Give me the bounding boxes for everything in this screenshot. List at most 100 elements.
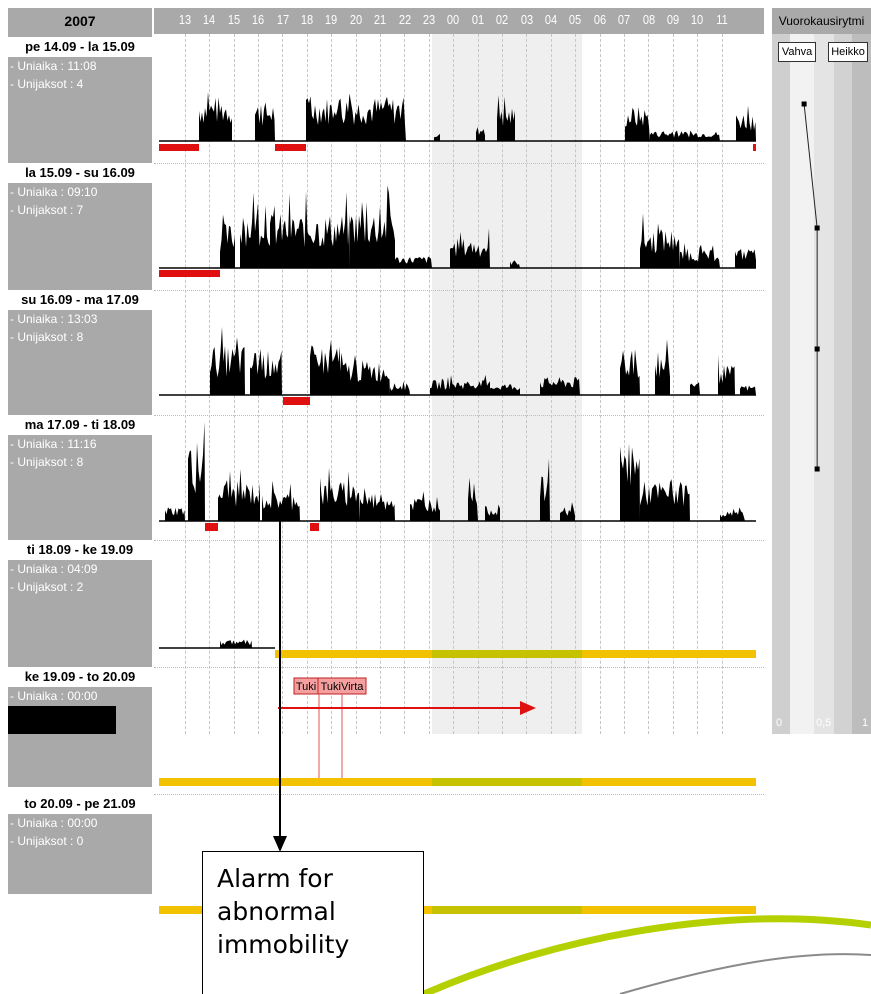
hour-gridline	[550, 34, 552, 734]
hour-label: 11	[716, 12, 728, 27]
activity-trace	[740, 385, 756, 395]
hour-label: 14	[203, 12, 216, 27]
hour-gridline	[282, 34, 284, 734]
sleep-period-bar	[275, 144, 306, 151]
row-separator	[154, 163, 764, 164]
activity-trace	[476, 127, 485, 141]
row-separator	[154, 794, 764, 795]
rhythm-title: Vuorokausirytmi	[772, 8, 871, 34]
sleep-time: - Uniaika : 11:16	[10, 437, 97, 451]
day-title: ke 19.09 - to 20.09	[8, 667, 152, 687]
activity-trace	[165, 507, 185, 521]
activity-trace	[640, 213, 680, 268]
sleep-time: - Uniaika : 00:00	[10, 816, 98, 830]
axis-max: 1	[862, 717, 869, 729]
weak-label: Heikko	[828, 42, 868, 62]
rhythm-strip	[814, 34, 834, 734]
activity-trace	[736, 105, 756, 141]
activity-trace	[430, 374, 490, 395]
hour-label: 16	[252, 12, 265, 27]
row-separator	[154, 290, 764, 291]
rhythm-point	[814, 225, 820, 231]
rhythm-panel: Vuorokausirytmi Vahva Heikko 0 0,5 1	[772, 8, 871, 734]
sleep-period-bar	[159, 270, 220, 277]
redaction-block	[8, 706, 116, 734]
activity-trace	[210, 326, 245, 395]
hour-label: 19	[325, 12, 338, 27]
activity-trace	[560, 502, 575, 521]
day-title: su 16.09 - ma 17.09	[8, 290, 152, 310]
sleep-time: - Uniaika : 11:08	[10, 59, 97, 73]
activity-trace	[262, 480, 300, 521]
activity-trace	[410, 491, 440, 521]
activity-trace	[655, 339, 670, 395]
sleep-periods: - Unijaksot : 4	[10, 77, 84, 91]
hour-label: 17	[276, 12, 289, 27]
day-row-5[interactable]: ti 18.09 - ke 19.09 - Uniaika : 04:09 - …	[8, 540, 152, 660]
activity-trace	[220, 214, 235, 268]
hour-label: 15	[227, 12, 240, 27]
activity-trace	[650, 130, 720, 141]
day-row-4[interactable]: ma 17.09 - ti 18.09 - Uniaika : 11:16 - …	[8, 415, 152, 535]
activity-trace	[220, 639, 252, 648]
hour-label: 08	[642, 12, 655, 27]
day-info: - Uniaika : 00:00 - Unijaksot : 0	[8, 687, 152, 787]
activity-trace	[620, 443, 640, 521]
activity-trace	[390, 381, 410, 395]
hour-label: 05	[569, 12, 582, 27]
day-info: - Uniaika : 04:09 - Unijaksot : 2	[8, 560, 152, 660]
alarm-callout: Alarm for abnormal immobility	[202, 851, 424, 994]
activity-trace	[270, 191, 350, 268]
hour-gridline	[404, 34, 406, 734]
activity-trace	[485, 504, 500, 521]
hour-label: 01	[471, 12, 484, 27]
day-row-6[interactable]: ke 19.09 - to 20.09 - Uniaika : 00:00 - …	[8, 667, 152, 787]
sleep-time: - Uniaika : 13:03	[10, 312, 98, 326]
hour-label: 18	[300, 12, 314, 27]
activity-trace	[240, 192, 270, 268]
hour-label: 07	[618, 12, 631, 27]
activity-trace	[199, 92, 232, 141]
day-row-7[interactable]: to 20.09 - pe 21.09 - Uniaika : 00:00 - …	[8, 794, 152, 894]
sleep-period-bar	[283, 397, 310, 405]
day-row-3[interactable]: su 16.09 - ma 17.09 - Uniaika : 13:03 - …	[8, 290, 152, 410]
activity-trace	[340, 352, 390, 395]
day-title: la 15.09 - su 16.09	[8, 163, 152, 183]
day-row-2[interactable]: la 15.09 - su 16.09 - Uniaika : 09:10 - …	[8, 163, 152, 283]
rhythm-strip	[772, 34, 790, 734]
hour-label: 00	[447, 12, 460, 27]
alarm-marker-label: TukiVirta	[321, 681, 365, 693]
hour-gridline	[306, 34, 308, 734]
hour-gridline	[184, 34, 186, 734]
sleep-periods: - Unijaksot : 7	[10, 203, 84, 217]
sleep-periods: - Unijaksot : 8	[10, 455, 84, 469]
activity-trace	[188, 421, 205, 521]
rhythm-point	[814, 466, 820, 472]
sleep-period-bar	[159, 144, 199, 151]
hour-gridline	[672, 34, 674, 734]
activity-trace	[490, 384, 520, 395]
rhythm-point	[801, 101, 807, 107]
rhythm-strip	[790, 34, 814, 734]
activity-trace	[395, 256, 432, 268]
decorative-swoosh-grey	[619, 953, 871, 994]
sleep-period-bar	[310, 523, 319, 531]
day-row-1[interactable]: pe 14.09 - la 15.09 - Uniaika : 11:08 - …	[8, 37, 152, 157]
activity-trace	[620, 349, 640, 395]
hour-gridline	[453, 34, 455, 734]
activity-trace	[720, 507, 745, 521]
hour-label: 10	[691, 12, 704, 27]
day-info: - Uniaika : 09:10 - Unijaksot : 7	[8, 183, 152, 283]
activity-trace	[497, 95, 515, 141]
sleep-time: - Uniaika : 04:09	[10, 562, 98, 576]
sleep-period-bar	[205, 523, 218, 531]
activity-trace	[540, 377, 580, 395]
hour-label: 06	[593, 12, 606, 27]
day-title: ti 18.09 - ke 19.09	[8, 540, 152, 560]
day-info: - Uniaika : 00:00 - Unijaksot : 0	[8, 814, 152, 894]
hour-label: 20	[349, 12, 362, 27]
hour-label: 13	[178, 12, 192, 27]
callout-pointer-head	[273, 836, 287, 852]
hour-label: 03	[520, 12, 533, 27]
